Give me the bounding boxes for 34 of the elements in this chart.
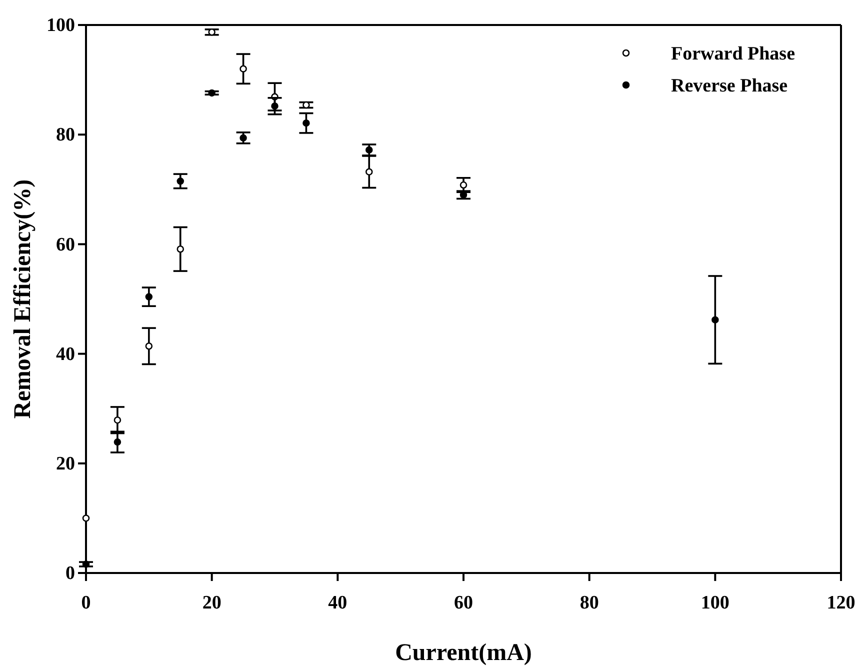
point [176,246,184,253]
legend-label: Forward Phase [671,44,796,65]
point [302,101,310,109]
y-tick-label: 100 [46,15,75,36]
point [271,102,278,110]
point [208,89,216,97]
point [240,134,247,142]
x-axis-title: Current(mA) [395,640,532,666]
y-tick-label: 0 [66,563,75,584]
y-axis-title: Removal Efficiency(%) [10,179,36,419]
point [712,316,719,324]
y-tick-label: 40 [56,344,75,365]
y-tick-label: 80 [56,124,75,146]
x-tick-label: 100 [700,592,730,614]
x-tick-label: 80 [580,592,599,614]
point [114,438,122,446]
x-tick-label: 120 [826,592,856,614]
y-tick-label: 20 [56,453,75,474]
point [114,416,122,424]
y-tick-label: 60 [56,234,75,256]
point [176,178,184,185]
point [82,514,90,522]
point [240,65,247,72]
point [302,119,310,127]
legend-label: Reverse Phase [671,76,788,97]
point [460,181,468,189]
point [145,293,153,300]
x-tick-label: 40 [328,592,348,614]
x-tick-label: 0 [81,592,91,614]
point [365,168,373,176]
point [82,560,90,568]
x-tick-label: 20 [202,592,222,614]
x-tick-label: 60 [454,592,473,614]
point [145,342,153,350]
